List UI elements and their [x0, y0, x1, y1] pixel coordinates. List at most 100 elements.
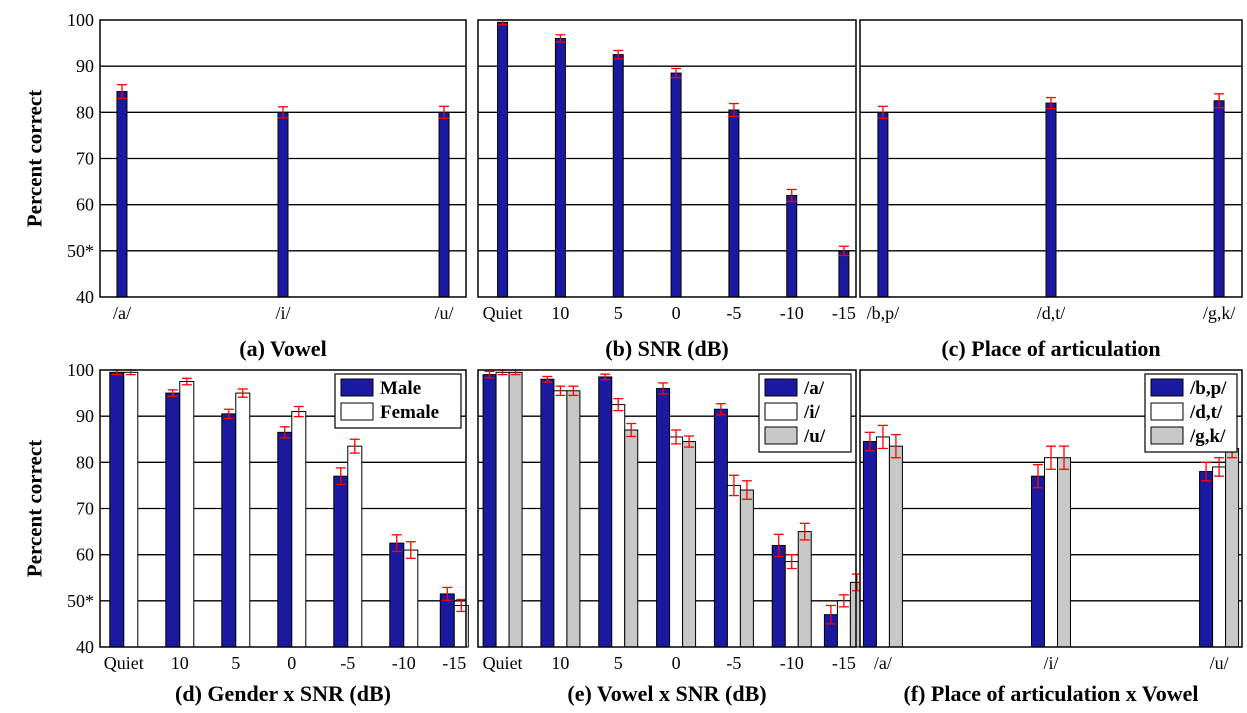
legend-label: /d,t/ — [1189, 402, 1223, 423]
y-tick-label: 80 — [76, 452, 94, 472]
legend-swatch — [764, 426, 798, 445]
bar — [347, 445, 363, 648]
x-tick-label: /i/ — [275, 303, 290, 323]
x-tick-label: 10 — [171, 653, 189, 673]
panel-frame-e — [477, 369, 857, 648]
bar — [1031, 475, 1045, 648]
legend-swatch — [340, 378, 374, 397]
bar — [1057, 457, 1071, 648]
legend-label: /a/ — [803, 378, 825, 399]
y-tick-label: 100 — [67, 360, 94, 380]
y-tick-label: 60 — [76, 545, 94, 565]
bar — [786, 194, 798, 298]
bar — [670, 72, 682, 298]
legend-swatch — [340, 402, 374, 421]
panel-title-f: (f) Place of articulation x Vowel — [903, 681, 1199, 706]
x-tick-label: Quiet — [104, 653, 144, 673]
panel-frame-c — [859, 19, 1243, 298]
x-tick-label: /b,p/ — [867, 303, 900, 323]
bar — [508, 371, 523, 648]
y-tick-label: 50* — [67, 591, 94, 611]
bar — [165, 392, 181, 648]
bar — [875, 436, 890, 648]
legend-swatch — [764, 378, 798, 397]
legend-label: /u/ — [803, 426, 826, 447]
bar — [333, 475, 349, 648]
x-tick-label: -5 — [726, 303, 741, 323]
bar — [836, 600, 851, 648]
bar — [682, 441, 697, 648]
x-tick-label: -10 — [780, 303, 804, 323]
bar — [797, 531, 812, 648]
bar — [1213, 100, 1225, 298]
bar — [1212, 466, 1227, 648]
legend-swatch — [1150, 426, 1184, 445]
bar — [726, 484, 741, 648]
panel-title-d: (d) Gender x SNR (dB) — [175, 681, 391, 706]
bar — [116, 91, 128, 298]
y-tick-label: 100 — [67, 10, 94, 30]
bar — [739, 489, 754, 648]
bar — [611, 404, 626, 648]
bar — [554, 37, 566, 298]
bar — [495, 371, 510, 648]
legend-label: Male — [380, 378, 421, 399]
panel-frame-f — [859, 369, 1243, 648]
y-tick-label: 80 — [76, 102, 94, 122]
bar — [566, 390, 581, 648]
bar — [612, 54, 624, 298]
legend-swatch — [1150, 378, 1184, 397]
x-tick-label: /u/ — [435, 303, 454, 323]
bar — [389, 542, 405, 648]
x-tick-label: 5 — [614, 653, 623, 673]
bar — [862, 441, 877, 648]
panel-frame-b — [477, 19, 857, 298]
bar — [403, 549, 419, 648]
panel-title-c: (c) Place of articulation — [941, 336, 1161, 361]
bar — [277, 111, 289, 298]
x-tick-label: 5 — [614, 303, 623, 323]
x-tick-label: /g,k/ — [1203, 303, 1236, 323]
panel-title-b: (b) SNR (dB) — [605, 336, 729, 361]
panel-title-e: (e) Vowel x SNR (dB) — [567, 681, 767, 706]
legend-label: /g,k/ — [1189, 426, 1226, 447]
bar — [482, 374, 497, 648]
panel-frame-a — [99, 19, 467, 298]
x-tick-label: -15 — [442, 653, 466, 673]
bar — [877, 111, 889, 298]
bar — [291, 411, 307, 648]
x-tick-label: -15 — [832, 653, 856, 673]
x-tick-label: 10 — [551, 303, 569, 323]
x-tick-label: Quiet — [483, 653, 523, 673]
x-tick-label: /i/ — [1043, 653, 1058, 673]
bar — [888, 445, 903, 648]
x-tick-label: /d,t/ — [1037, 303, 1066, 323]
panel-title-a: (a) Vowel — [239, 336, 327, 361]
bar — [728, 109, 740, 298]
bar — [438, 111, 450, 298]
bar — [598, 376, 613, 648]
bar — [439, 593, 455, 648]
x-tick-label: Quiet — [483, 303, 523, 323]
y-tick-label: 90 — [76, 406, 94, 426]
legend-label: /b,p/ — [1189, 378, 1227, 399]
legend-swatch — [764, 402, 798, 421]
bar — [553, 390, 568, 648]
bar — [713, 408, 728, 648]
x-tick-label: /u/ — [1210, 653, 1229, 673]
x-tick-label: 0 — [287, 653, 296, 673]
y-tick-label: 50* — [67, 241, 94, 261]
x-tick-label: 0 — [672, 653, 681, 673]
x-tick-label: 0 — [672, 303, 681, 323]
bar — [1044, 457, 1058, 648]
bar — [235, 392, 251, 648]
x-tick-label: -10 — [780, 653, 804, 673]
bar — [1225, 447, 1240, 648]
bar — [1199, 471, 1214, 648]
legend-label: /i/ — [803, 402, 821, 423]
y-tick-label: 70 — [76, 499, 94, 519]
bar — [784, 561, 799, 648]
bar — [656, 387, 671, 648]
